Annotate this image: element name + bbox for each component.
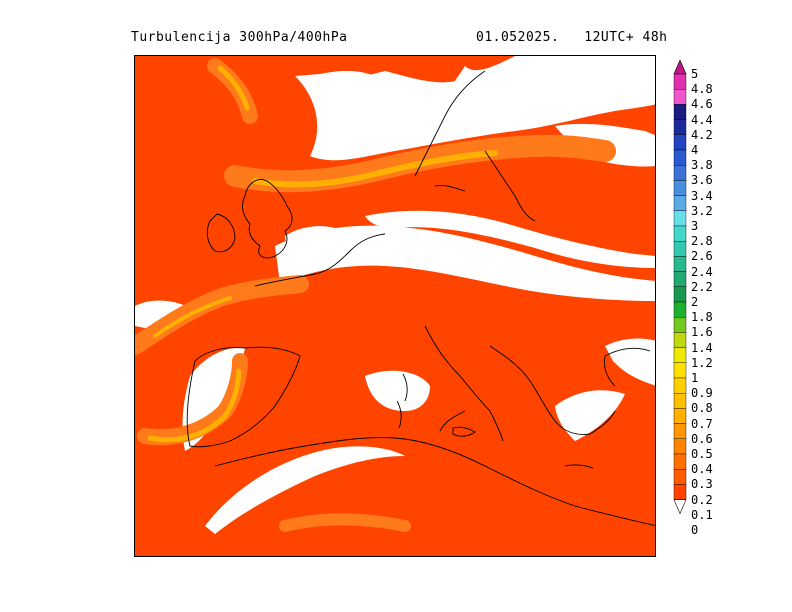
legend-swatch <box>673 347 687 364</box>
legend-label: 2.6 <box>691 249 713 264</box>
sicily-coast <box>452 426 476 437</box>
core-iberia-band <box>147 368 242 443</box>
legend-arrow-top <box>673 60 687 75</box>
africa-coast <box>214 437 655 527</box>
legend-label: 0.9 <box>691 386 713 401</box>
core-north-band <box>252 150 498 188</box>
legend-label: 3.8 <box>691 158 713 173</box>
forecast-time: 01.052025. 12UTC+ 48h <box>476 30 668 45</box>
legend-label: 4 <box>691 143 699 157</box>
legend-swatch <box>673 89 687 105</box>
chart-title: Turbulencija 300hPa/400hPa <box>131 30 348 45</box>
legend-swatch <box>673 256 687 272</box>
legend-swatch <box>673 408 687 424</box>
legend-swatch <box>673 240 687 257</box>
iberia-coast <box>186 346 301 448</box>
turbulence-map[interactable] <box>134 55 656 557</box>
jet-band-west <box>135 275 309 355</box>
legend-label: 0.4 <box>691 462 713 477</box>
legend-label: 5 <box>691 67 699 81</box>
legend-label: 3.2 <box>691 203 713 218</box>
east-white-patch <box>605 338 655 386</box>
legend-label: 4.4 <box>691 112 713 127</box>
uk-coast <box>242 179 293 259</box>
legend-label: 1.4 <box>691 340 713 355</box>
legend-swatch <box>673 317 687 333</box>
legend-label: 4.8 <box>691 82 713 97</box>
legend-label: 2 <box>691 295 699 309</box>
legend-label: 0.8 <box>691 401 713 416</box>
no-data-areas <box>135 56 655 534</box>
continental-coast <box>254 233 386 287</box>
legend-swatch <box>673 271 687 288</box>
jet-band-north <box>224 134 616 193</box>
legend-label: 0.2 <box>691 492 713 507</box>
core-top-left <box>217 65 250 111</box>
legend-swatch <box>673 377 687 394</box>
legend-swatch <box>673 332 687 348</box>
black-sea-coast <box>604 347 651 387</box>
legend-swatch <box>673 286 687 303</box>
mid-europe-white-band <box>275 225 655 301</box>
scandinavia-white-zone <box>360 70 525 151</box>
legend-swatch <box>673 453 687 470</box>
legend-label: 0.7 <box>691 416 713 431</box>
balkan-white-patch <box>555 390 625 441</box>
legend-label: 0.1 <box>691 507 713 522</box>
legend-label: 1.6 <box>691 325 713 340</box>
legend-swatch <box>673 73 687 90</box>
legend-swatch <box>673 180 687 196</box>
legend-label: 4.2 <box>691 127 713 142</box>
legend-swatch <box>673 164 687 181</box>
legend-swatch <box>673 134 687 151</box>
bright-turbulence-cores <box>147 65 498 443</box>
coastlines <box>186 70 655 527</box>
legend-label: 0 <box>691 523 699 537</box>
legend-swatch <box>673 119 687 135</box>
legend-swatch <box>673 393 687 409</box>
north-africa-white-band <box>205 446 405 534</box>
legend-label: 2.4 <box>691 264 713 279</box>
legend-arrow-bottom <box>673 499 687 515</box>
central-white-band <box>365 210 655 268</box>
map-canvas <box>135 56 655 534</box>
legend-swatch <box>673 225 687 242</box>
legend-label: 3.6 <box>691 173 713 188</box>
legend-swatch <box>673 484 687 500</box>
legend-label: 1 <box>691 371 699 385</box>
core-west-band <box>153 296 232 338</box>
med-white-patch <box>365 370 430 411</box>
legend-label: 1.8 <box>691 310 713 325</box>
balkan-coast <box>489 345 616 435</box>
ireland-coast <box>206 213 236 253</box>
legend-swatch <box>673 149 687 166</box>
crete-coast <box>564 464 594 469</box>
legend-label: 0.6 <box>691 431 713 446</box>
legend-swatch <box>673 301 687 318</box>
legend-swatch <box>673 210 687 227</box>
italy-coast <box>424 325 504 442</box>
legend-color-bar <box>673 60 687 515</box>
color-legend: 5 4.8 4.6 4.4 4.2 4 3.8 3.6 3.4 3.2 3 2.8 2.6 2.4 2.2 2… <box>672 60 792 550</box>
legend-swatch <box>673 104 687 120</box>
legend-swatch <box>673 423 687 440</box>
legend-swatch <box>673 195 687 212</box>
legend-label: 4.6 <box>691 97 713 112</box>
corsica-sardinia <box>396 373 408 429</box>
legend-label: 0.3 <box>691 477 713 492</box>
scandinavia-coast <box>414 70 536 222</box>
legend-swatch <box>673 438 687 455</box>
legend-label: 1.2 <box>691 355 713 370</box>
uk-white-patch <box>285 226 335 251</box>
legend-swatch <box>673 362 687 379</box>
legend-label: 2.8 <box>691 234 713 249</box>
band-africa <box>279 513 411 532</box>
legend-label: 3 <box>691 219 699 233</box>
legend-swatch <box>673 469 687 485</box>
legend-label: 0.5 <box>691 447 713 461</box>
legend-label: 2.2 <box>691 279 713 294</box>
legend-label: 3.4 <box>691 188 713 203</box>
